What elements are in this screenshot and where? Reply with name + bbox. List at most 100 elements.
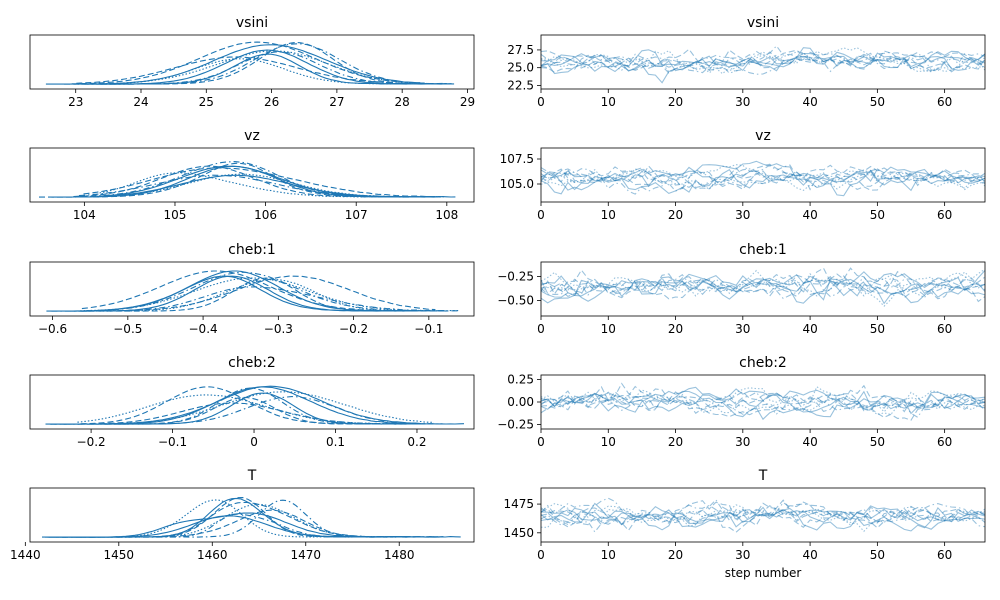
- x-tick-label: 60: [937, 95, 952, 109]
- trace-title: vz: [755, 128, 771, 144]
- kde-curve: [97, 49, 455, 85]
- trace-chain: [541, 501, 985, 533]
- kde-curve: [96, 174, 442, 198]
- y-tick-label: 1450: [503, 526, 534, 540]
- x-tick-label: 0: [537, 548, 545, 562]
- kde-curve: [45, 509, 431, 538]
- x-tick-label: 30: [735, 322, 750, 336]
- x-tick-label: 30: [735, 95, 750, 109]
- kde-title: cheb:2: [228, 355, 276, 371]
- trace-lines: [541, 497, 985, 533]
- trace-chain: [541, 506, 985, 526]
- trace-chain: [541, 389, 985, 416]
- x-tick-label: 60: [937, 208, 952, 222]
- kde-curve: [97, 173, 445, 198]
- kde-panel-vsini: vsini 23 24 25 26 27 28 29: [29, 15, 475, 109]
- trace-chain: [541, 47, 985, 75]
- x-tick-label: 40: [802, 208, 817, 222]
- trace-chain: [541, 51, 985, 75]
- trace-lines: [541, 267, 985, 307]
- trace-chain: [541, 386, 985, 413]
- x-tick-label: 60: [937, 548, 952, 562]
- x-tick-label: 106: [254, 208, 277, 222]
- x-tick-label: −0.6: [38, 322, 67, 336]
- y-tick-label: 22.5: [507, 78, 534, 92]
- x-tick-label: 105: [164, 208, 187, 222]
- x-tick-label: 50: [870, 548, 885, 562]
- kde-curve: [56, 499, 409, 538]
- x-tick-label: 108: [435, 208, 458, 222]
- x-tick-label: 1450: [104, 548, 135, 562]
- x-tick-label: 20: [668, 435, 683, 449]
- kde-curve: [51, 286, 458, 312]
- trace-chain: [541, 167, 985, 190]
- kde-title: cheb:1: [228, 242, 276, 258]
- kde-curve: [58, 503, 432, 538]
- trace-chain: [541, 170, 985, 195]
- x-tick-label: 25: [199, 95, 214, 109]
- trace-chain: [541, 168, 985, 195]
- x-tick-label: 10: [601, 435, 616, 449]
- x-tick-label: −0.3: [264, 322, 293, 336]
- x-axis-label: step number: [725, 566, 802, 580]
- trace-panel-vz: vz 0 10 20 30 40 50 60 105.0 107.5: [500, 128, 986, 222]
- trace-chain: [541, 50, 985, 84]
- trace-chain: [541, 503, 985, 533]
- kde-axes-frame: [29, 374, 475, 430]
- kde-curve: [64, 41, 451, 85]
- kde-curve: [80, 512, 444, 538]
- kde-curve: [47, 497, 408, 538]
- x-tick-label: 29: [460, 95, 475, 109]
- x-tick-label: 40: [802, 548, 817, 562]
- x-tick-label: −0.1: [158, 435, 187, 449]
- y-tick-label: −0.50: [497, 294, 534, 308]
- kde-axes-frame: [29, 147, 475, 203]
- trace-chain: [541, 164, 985, 192]
- trace-chain: [541, 169, 985, 191]
- y-tick-label: 0.00: [507, 395, 534, 409]
- kde-curve: [72, 275, 417, 312]
- kde-title: T: [247, 468, 257, 484]
- x-tick-label: 0.2: [407, 435, 426, 449]
- kde-curve: [77, 391, 434, 425]
- x-tick-label: 20: [668, 322, 683, 336]
- x-tick-label: 30: [735, 548, 750, 562]
- x-tick-label: 10: [601, 322, 616, 336]
- trace-chain: [541, 160, 985, 195]
- trace-panel-cheb-2: cheb:2 0 10 20 30 40 50 60 0.25 0.00 −0.25: [497, 355, 986, 449]
- x-tick-label: 0: [537, 95, 545, 109]
- kde-curve: [45, 402, 400, 425]
- trace-chain: [541, 267, 985, 303]
- kde-panel-cheb-1: cheb:1 −0.6 −0.5 −0.4 −0.3 −0.2 −0.1: [29, 242, 475, 336]
- trace-chain: [541, 49, 985, 74]
- kde-curve: [61, 396, 409, 425]
- x-tick-label: 40: [802, 95, 817, 109]
- kde-curve: [81, 275, 436, 312]
- x-tick-label: 40: [802, 322, 817, 336]
- kde-panel-vz: vz 104 105 106 107 108: [29, 128, 475, 222]
- trace-chain: [541, 391, 985, 419]
- y-tick-label: 105.0: [500, 177, 534, 191]
- trace-chain: [541, 273, 985, 296]
- y-tick-label: 107.5: [500, 152, 534, 166]
- kde-curve: [76, 161, 439, 198]
- kde-curve: [76, 56, 401, 84]
- kde-title: vz: [244, 128, 260, 144]
- trace-axes-frame: [540, 261, 986, 317]
- trace-chain: [541, 501, 985, 526]
- x-tick-label: 20: [668, 548, 683, 562]
- x-tick-label: 50: [870, 435, 885, 449]
- x-tick-label: 104: [73, 208, 96, 222]
- trace-lines: [541, 160, 985, 197]
- trace-axes-frame: [540, 147, 986, 203]
- trace-chain: [541, 393, 985, 415]
- kde-axes-frame: [29, 261, 475, 317]
- trace-chain: [541, 390, 985, 415]
- trace-chain: [541, 268, 985, 298]
- kde-panel-T: T 1440 1450 1460 1470 1480: [10, 468, 475, 562]
- trace-title: cheb:2: [739, 355, 787, 371]
- trace-lines: [541, 45, 985, 84]
- x-tick-label: 0.1: [326, 435, 345, 449]
- kde-curve: [96, 270, 447, 312]
